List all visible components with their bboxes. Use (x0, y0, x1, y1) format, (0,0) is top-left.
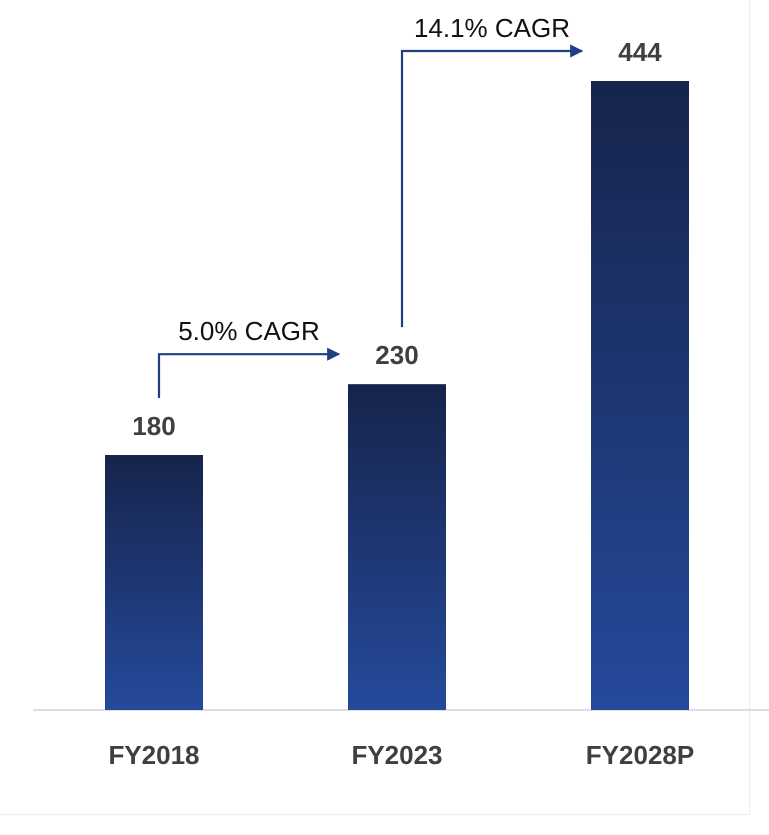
bar-fy2018 (105, 455, 203, 710)
cagr-arrow-2 (400, 44, 584, 328)
category-label-fy2028p: FY2028P (586, 740, 694, 770)
category-label-fy2018: FY2018 (108, 740, 199, 770)
cagr-label-1: 5.0% CAGR (178, 316, 320, 346)
cagr-annotation-1: 5.0% CAGR (157, 316, 341, 398)
value-label-fy2023: 230 (375, 340, 418, 370)
bar-fy2023 (348, 384, 446, 710)
chart-frame (0, 0, 750, 815)
bar-fy2028p (591, 81, 689, 710)
cagr-label-2: 14.1% CAGR (414, 13, 570, 43)
cagr-arrow-1 (157, 347, 341, 398)
value-label-fy2018: 180 (132, 411, 175, 441)
cagr-annotation-2: 14.1% CAGR (400, 13, 584, 328)
value-label-fy2028p: 444 (618, 37, 662, 67)
category-label-fy2023: FY2023 (351, 740, 442, 770)
